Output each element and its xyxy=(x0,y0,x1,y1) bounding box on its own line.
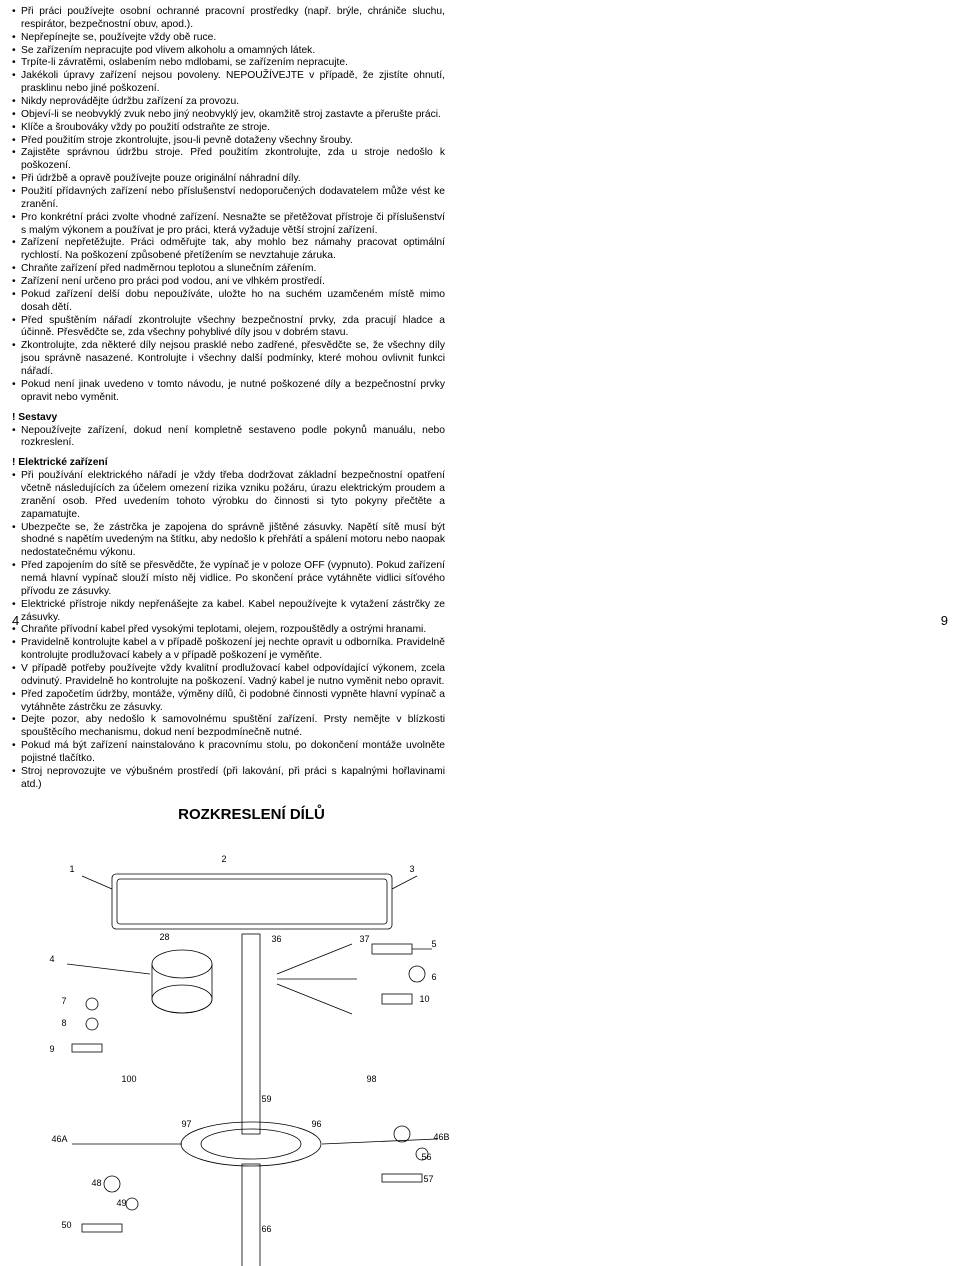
bullet-item: Ubezpečte se, že zástrčka je zapojena do… xyxy=(21,522,445,561)
bullet-item: Pokud není jinak uvedeno v tomto návodu,… xyxy=(21,379,445,405)
bullet-item: Chraňte zařízení před nadměrnou teplotou… xyxy=(21,263,445,276)
bullet-item: Elektrické přístroje nikdy nepřenášejte … xyxy=(21,599,445,625)
bullet-item: Nepoužívejte zařízení, dokud není komple… xyxy=(21,425,445,451)
bullet-item: Před spuštěním nářadí zkontrolujte všech… xyxy=(21,315,445,341)
bullet-item: Dejte pozor, aby nedošlo k samovolnému s… xyxy=(21,714,445,740)
bullet-item: Před použitím stroje zkontrolujte, jsou-… xyxy=(21,135,445,148)
bullet-item: Použití přídavných zařízení nebo přísluš… xyxy=(21,186,445,212)
bullet-item: Zařízení není určeno pro práci pod vodou… xyxy=(21,276,445,289)
bullet-item: Nikdy neprovádějte údržbu zařízení za pr… xyxy=(21,96,445,109)
section-assemblies-head: ! Sestavy xyxy=(12,412,445,425)
bullet-item: Zajistěte správnou údržbu stroje. Před p… xyxy=(21,147,445,173)
bullet-item: V případě potřeby používejte vždy kvalit… xyxy=(21,663,445,689)
bullet-item: Při práci používejte osobní ochranné pra… xyxy=(21,6,445,32)
diagram-title: ROZKRESLENÍ DÍLŮ xyxy=(10,806,493,825)
bullet-item: Zkontrolujte, zda některé díly nejsou pr… xyxy=(21,340,445,379)
bullet-item: Objeví-li se neobvyklý zvuk nebo jiný ne… xyxy=(21,109,445,122)
bullet-item: Pravidelně kontrolujte kabel a v případě… xyxy=(21,637,445,663)
bullet-item: Chraňte přívodní kabel před vysokými tep… xyxy=(21,624,445,637)
page-number-right: 9 xyxy=(941,613,948,629)
bullet-item: Před započetím údržby, montáže, výměny d… xyxy=(21,689,445,715)
bullet-item: Pokud zařízení delší dobu nepoužíváte, u… xyxy=(21,289,445,315)
section-electric-head: ! Elektrické zařízení xyxy=(12,457,445,470)
bullet-item: Nepřepínejte se, používejte vždy obě ruc… xyxy=(21,32,445,45)
exploded-diagram: 1 2 3 4 5 6 7 8 9 10 28 36 37 46A 46B 48… xyxy=(22,834,482,1266)
bullet-item: Klíče a šroubováky vždy po použití odstr… xyxy=(21,122,445,135)
page-number-left: 4 xyxy=(12,613,19,629)
bullet-item: Stroj neprovozujte ve výbušném prostředí… xyxy=(21,766,445,792)
bullet-item: Trpíte-li závratěmi, oslabením nebo mdlo… xyxy=(21,57,445,70)
bullet-item: Se zařízením nepracujte pod vlivem alkoh… xyxy=(21,45,445,58)
bullet-item: Pro konkrétní práci zvolte vhodné zaříze… xyxy=(21,212,445,238)
bullet-item: Pokud má být zařízení nainstalováno k pr… xyxy=(21,740,445,766)
bullet-item: Jakékoli úpravy zařízení nejsou povoleny… xyxy=(21,70,445,96)
bullet-item: Při údržbě a opravě používejte pouze ori… xyxy=(21,173,445,186)
bullet-item: Zařízení nepřetěžujte. Práci odměřujte t… xyxy=(21,237,445,263)
bullet-item: Před zapojením do sítě se přesvědčte, že… xyxy=(21,560,445,599)
bullet-item: Při používání elektrického nářadí je vžd… xyxy=(21,470,445,521)
